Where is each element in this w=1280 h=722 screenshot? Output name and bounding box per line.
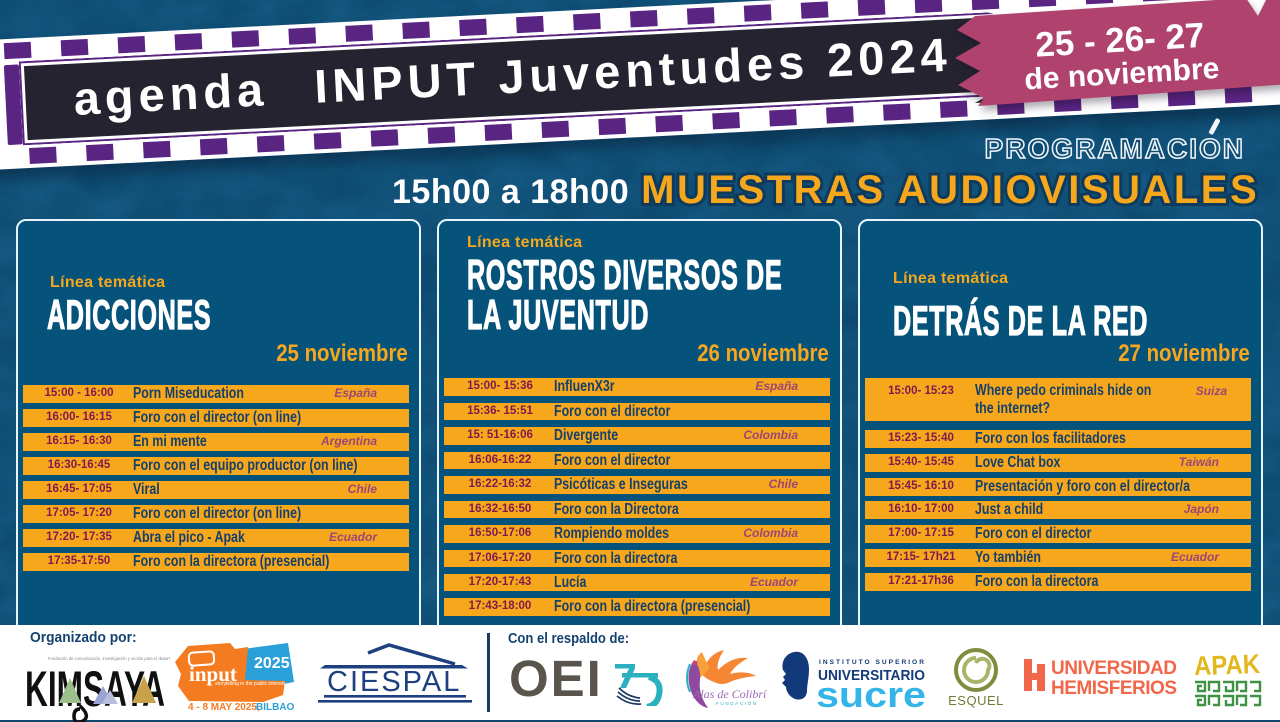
svg-text:FUNDACIÓN: FUNDACIÓN xyxy=(716,700,758,706)
svg-text:BILBAO: BILBAO xyxy=(256,702,295,713)
svg-text:UNIVERSIDAD: UNIVERSIDAD xyxy=(1051,658,1177,679)
svg-text:CIESPAL: CIESPAL xyxy=(327,666,461,698)
svg-text:INSTITUTO SUPERIOR: INSTITUTO SUPERIOR xyxy=(819,659,926,666)
svg-text:ESQUEL: ESQUEL xyxy=(948,693,1004,708)
svg-text:sucre: sucre xyxy=(816,674,926,712)
svg-text:Fundación de comunicación, inv: Fundación de comunicación, investigación… xyxy=(48,656,170,661)
svg-text:APAK: APAK xyxy=(1194,649,1261,681)
svg-text:input: input xyxy=(189,662,237,686)
svg-text:UNIVERSITARIO: UNIVERSITARIO xyxy=(818,668,925,684)
svg-text:2025: 2025 xyxy=(254,655,290,672)
svg-text:4 - 8 MAY 2025,: 4 - 8 MAY 2025, xyxy=(188,702,260,713)
svg-text:Alas de Colibrí: Alas de Colibrí xyxy=(692,687,767,701)
svg-text:storytelling in the public int: storytelling in the public interest xyxy=(215,681,285,687)
svg-text:HEMISFERIOS: HEMISFERIOS xyxy=(1051,678,1177,699)
